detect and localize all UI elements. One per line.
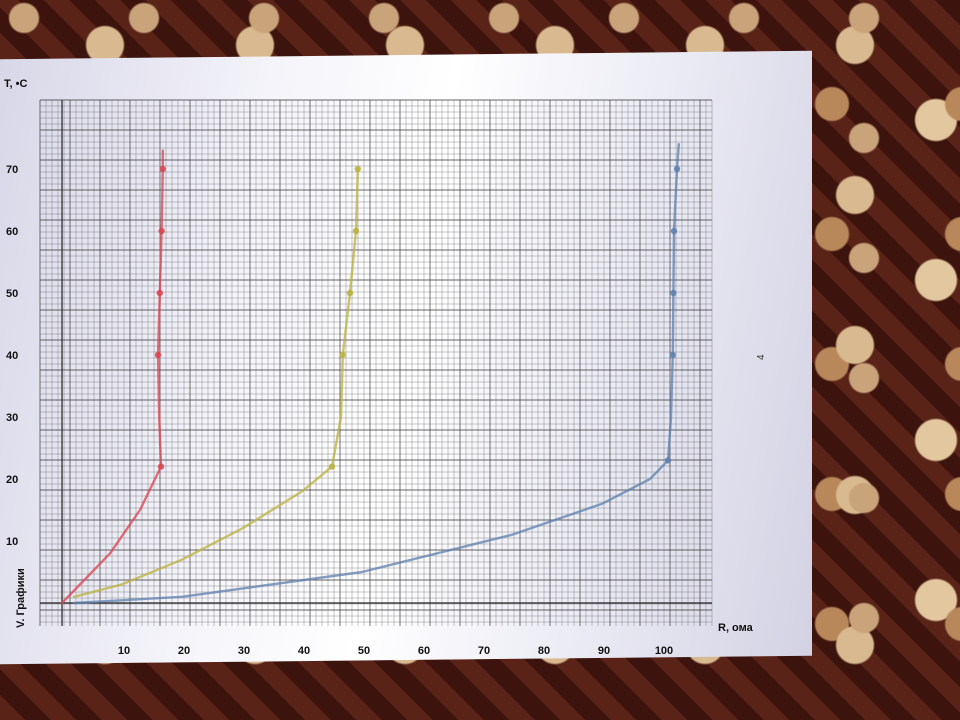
series-point-2 (328, 463, 336, 470)
series-point-2 (346, 289, 354, 297)
y-tick-label: 60 (6, 226, 18, 238)
chart-title: V. Графики (15, 568, 27, 628)
y-axis-label: T, •C (4, 78, 27, 90)
series-point-1 (159, 165, 166, 173)
series-point-3 (670, 227, 678, 235)
series-line-1 (60, 149, 164, 605)
chart-ticks: 10 20 30 40 50 60 70 80 90 100 10 20 30 40 50 60 70 (6, 164, 673, 657)
chart-series (60, 143, 681, 605)
x-tick-label: 60 (418, 645, 430, 657)
series-point-1 (158, 227, 165, 235)
y-tick-label: 50 (6, 288, 18, 300)
y-tick-label: 10 (6, 536, 18, 548)
page-number-annotation: 4 (756, 354, 767, 360)
series-point-1 (157, 463, 165, 470)
series-point-3 (664, 457, 672, 464)
x-tick-label: 30 (238, 645, 250, 657)
series-line-3 (72, 143, 680, 605)
series-point-2 (339, 351, 346, 359)
x-tick-label: 40 (298, 645, 310, 657)
x-axis-label: R, ома (718, 622, 754, 634)
series-point-1 (154, 351, 162, 359)
series-point-1 (156, 289, 163, 297)
x-tick-label: 20 (178, 645, 190, 657)
y-tick-label: 30 (6, 412, 18, 424)
x-tick-label: 10 (118, 645, 130, 657)
y-tick-label: 40 (6, 350, 18, 362)
x-tick-label: 70 (478, 645, 490, 657)
series-point-3 (673, 165, 681, 173)
x-tick-label: 90 (598, 645, 610, 657)
series-point-3 (670, 289, 677, 297)
series-line-2 (72, 167, 359, 598)
series-point-3 (669, 351, 676, 359)
series-point-2 (352, 227, 360, 235)
chart-grid (39, 99, 713, 626)
y-tick-label: 70 (6, 164, 18, 176)
x-tick-label: 50 (358, 645, 370, 657)
series-point-2 (354, 165, 361, 173)
x-tick-label: 100 (655, 645, 673, 657)
y-tick-label: 20 (6, 474, 18, 486)
x-tick-label: 80 (538, 645, 550, 657)
